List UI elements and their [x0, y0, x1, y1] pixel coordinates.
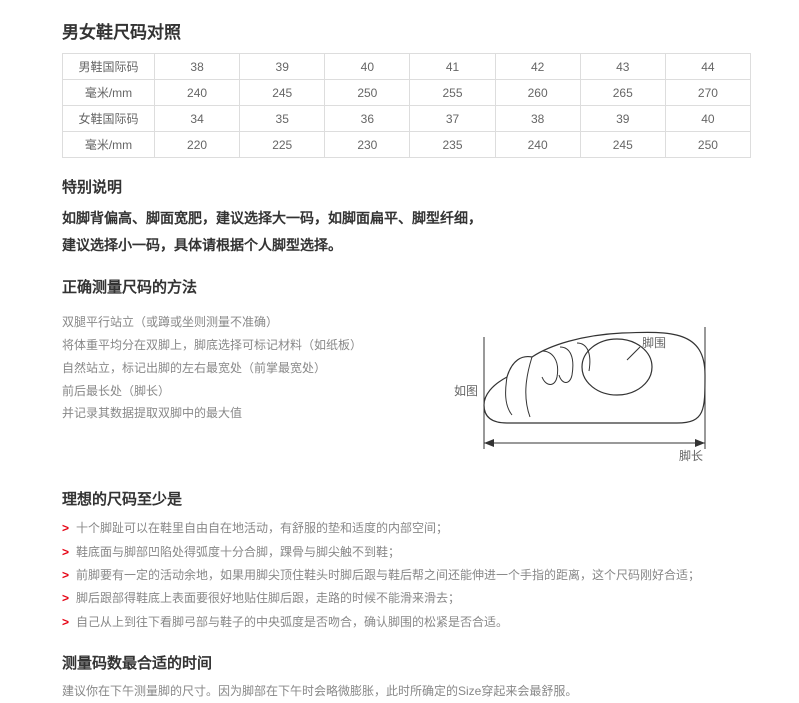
table-cell: 260: [495, 80, 580, 106]
table-cell: 245: [240, 80, 325, 106]
table-cell: 250: [665, 132, 750, 158]
special-note-title: 特别说明: [62, 176, 751, 197]
ideal-title: 理想的尺码至少是: [62, 488, 751, 509]
table-cell: 36: [325, 106, 410, 132]
row-label: 毫米/mm: [63, 80, 155, 106]
table-cell: 245: [580, 132, 665, 158]
table-cell: 44: [665, 54, 750, 80]
measure-step: 自然站立，标记出脚的左右最宽处（前掌最宽处）: [62, 357, 402, 380]
table-cell: 225: [240, 132, 325, 158]
table-cell: 39: [240, 54, 325, 80]
table-cell: 220: [155, 132, 240, 158]
table-cell: 38: [155, 54, 240, 80]
measure-step: 将体重平均分在双脚上，脚底选择可标记材料（如纸板）: [62, 334, 402, 357]
ideal-bullet: 脚后跟部得鞋底上表面要很好地贴住脚后跟，走路的时候不能滑来滑去；: [62, 587, 751, 610]
foot-diagram: 脚围 如图 脚长: [412, 305, 722, 470]
row-label: 男鞋国际码: [63, 54, 155, 80]
special-note-line1: 如脚背偏高、脚面宽肥，建议选择大一码，如脚面扁平、脚型纤细，: [62, 205, 751, 232]
table-cell: 255: [410, 80, 495, 106]
special-note-body: 如脚背偏高、脚面宽肥，建议选择大一码，如脚面扁平、脚型纤细， 建议选择小一码，具…: [62, 205, 751, 258]
table-cell: 43: [580, 54, 665, 80]
best-time-text: 建议你在下午测量脚的尺寸。因为脚部在下午时会略微膨胀，此时所确定的Size穿起来…: [62, 681, 751, 703]
ideal-bullet: 鞋底面与脚部凹陷处得弧度十分合脚，踝骨与脚尖触不到鞋；: [62, 541, 751, 564]
table-cell: 230: [325, 132, 410, 158]
table-cell: 40: [325, 54, 410, 80]
table-row: 女鞋国际码34353637383940: [63, 106, 751, 132]
measure-step: 前后最长处（脚长）: [62, 380, 402, 403]
ideal-bullet: 自己从上到往下看脚弓部与鞋子的中央弧度是否吻合，确认脚围的松紧是否合适。: [62, 611, 751, 634]
measure-step: 并记录其数据提取双脚中的最大值: [62, 402, 402, 425]
table-row: 毫米/mm240245250255260265270: [63, 80, 751, 106]
table-cell: 37: [410, 106, 495, 132]
size-table: 男鞋国际码38394041424344毫米/mm2402452502552602…: [62, 53, 751, 158]
table-row: 男鞋国际码38394041424344: [63, 54, 751, 80]
best-time-title: 测量码数最合适的时间: [62, 652, 751, 673]
table-cell: 265: [580, 80, 665, 106]
measure-step: 双腿平行站立（或蹲或坐则测量不准确）: [62, 311, 402, 334]
table-cell: 270: [665, 80, 750, 106]
table-cell: 240: [495, 132, 580, 158]
table-cell: 40: [665, 106, 750, 132]
table-cell: 41: [410, 54, 495, 80]
label-foot-length: 脚长: [679, 448, 703, 463]
row-label: 毫米/mm: [63, 132, 155, 158]
ideal-list: 十个脚趾可以在鞋里自由自在地活动，有舒服的垫和适度的内部空间；鞋底面与脚部凹陷处…: [62, 517, 751, 634]
main-title: 男女鞋尺码对照: [62, 18, 751, 43]
measure-steps: 双腿平行站立（或蹲或坐则测量不准确）将体重平均分在双脚上，脚底选择可标记材料（如…: [62, 305, 402, 425]
table-row: 毫米/mm220225230235240245250: [63, 132, 751, 158]
label-foot-circ: 脚围: [642, 335, 666, 350]
label-as-shown: 如图: [454, 383, 478, 398]
table-cell: 34: [155, 106, 240, 132]
table-cell: 35: [240, 106, 325, 132]
table-cell: 240: [155, 80, 240, 106]
special-note-line2: 建议选择小一码，具体请根据个人脚型选择。: [62, 232, 751, 259]
table-cell: 42: [495, 54, 580, 80]
row-label: 女鞋国际码: [63, 106, 155, 132]
ideal-bullet: 十个脚趾可以在鞋里自由自在地活动，有舒服的垫和适度的内部空间；: [62, 517, 751, 540]
measure-title: 正确测量尺码的方法: [62, 276, 751, 297]
table-cell: 38: [495, 106, 580, 132]
table-cell: 250: [325, 80, 410, 106]
ideal-bullet: 前脚要有一定的活动余地，如果用脚尖顶住鞋头时脚后跟与鞋后帮之间还能伸进一个手指的…: [62, 564, 751, 587]
table-cell: 235: [410, 132, 495, 158]
table-cell: 39: [580, 106, 665, 132]
